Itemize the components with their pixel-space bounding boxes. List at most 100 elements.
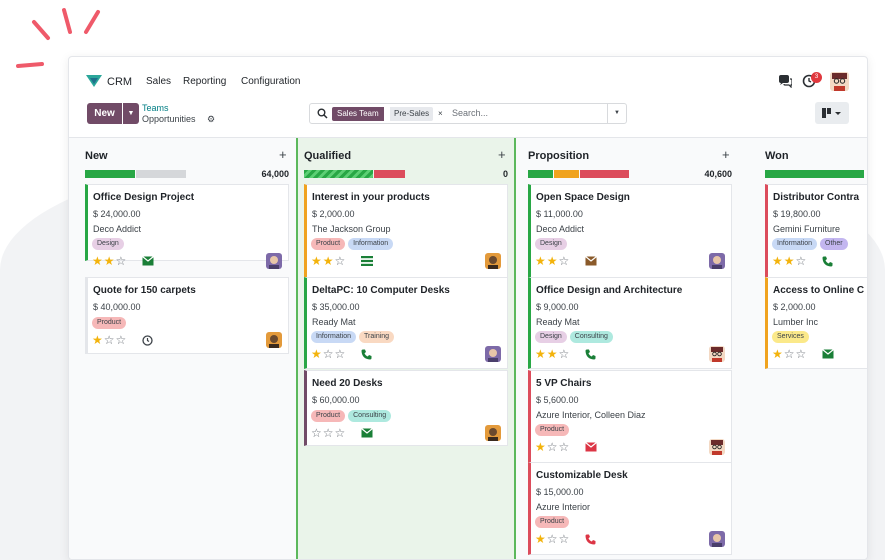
search-bar[interactable]: Sales Team Pre-Sales × Search... ▼ bbox=[309, 103, 627, 124]
star-icon[interactable]: ☆ bbox=[311, 426, 323, 440]
kanban-view-switcher[interactable] bbox=[815, 102, 849, 124]
opportunity-card[interactable]: Customizable Desk $ 15,000.00 Azure Interi… bbox=[528, 462, 732, 555]
phone-icon[interactable] bbox=[585, 349, 596, 364]
opportunity-card[interactable]: Open Space Design $ 11,000.00 Deco Addict D… bbox=[528, 184, 732, 279]
star-icon[interactable]: ★ bbox=[535, 532, 547, 546]
new-button[interactable]: New bbox=[87, 103, 122, 124]
progress-segment[interactable] bbox=[85, 170, 135, 178]
star-icon[interactable]: ☆ bbox=[115, 254, 128, 268]
assignee-avatar[interactable] bbox=[709, 346, 725, 362]
assignee-avatar[interactable] bbox=[266, 253, 282, 269]
new-dropdown-toggle[interactable]: ▼ bbox=[123, 103, 139, 124]
assignee-avatar[interactable] bbox=[485, 425, 501, 441]
progress-segment[interactable] bbox=[374, 170, 405, 178]
phone-icon[interactable] bbox=[822, 256, 833, 271]
progress-segment[interactable] bbox=[579, 170, 629, 178]
star-icon[interactable]: ☆ bbox=[334, 347, 347, 361]
menu-reporting[interactable]: Reporting bbox=[183, 76, 227, 87]
star-icon[interactable]: ☆ bbox=[334, 426, 347, 440]
star-icon[interactable]: ★ bbox=[311, 347, 323, 361]
menu-configuration[interactable]: Configuration bbox=[241, 76, 301, 87]
search-input[interactable]: Search... bbox=[452, 108, 489, 118]
progress-segment[interactable] bbox=[553, 170, 579, 178]
search-icon[interactable] bbox=[317, 108, 328, 119]
star-icon[interactable]: ☆ bbox=[322, 426, 335, 440]
add-card-icon[interactable]: + bbox=[279, 147, 287, 162]
envelope-icon[interactable] bbox=[361, 428, 373, 442]
star-icon[interactable]: ☆ bbox=[546, 440, 559, 454]
progress-segment[interactable] bbox=[304, 170, 373, 178]
priority-stars[interactable]: ★☆☆ bbox=[311, 348, 346, 360]
assignee-avatar[interactable] bbox=[266, 332, 282, 348]
progress-segment[interactable] bbox=[136, 170, 186, 178]
menu-sales[interactable]: Sales bbox=[146, 76, 172, 87]
envelope-icon[interactable] bbox=[585, 442, 597, 456]
star-icon[interactable]: ★ bbox=[535, 440, 547, 454]
phone-icon[interactable] bbox=[585, 534, 596, 549]
opportunity-card[interactable]: 5 VP Chairs $ 5,600.00 Azure Interior, Col… bbox=[528, 370, 732, 464]
opportunity-card[interactable]: Access to Online C $ 2,000.00 Lumber Inc Se… bbox=[765, 277, 867, 369]
column-title[interactable]: Qualified bbox=[304, 150, 352, 162]
phone-icon[interactable] bbox=[361, 349, 372, 364]
opportunity-card[interactable]: Quote for 150 carpets $ 40,000.00 Product ★… bbox=[85, 277, 289, 354]
search-options-toggle[interactable]: ▼ bbox=[607, 104, 626, 123]
crm-logo-icon[interactable] bbox=[85, 74, 103, 88]
priority-stars[interactable]: ★★☆ bbox=[92, 255, 127, 267]
priority-stars[interactable]: ★☆☆ bbox=[535, 441, 570, 453]
star-icon[interactable]: ★ bbox=[783, 254, 796, 268]
envelope-icon[interactable] bbox=[585, 256, 597, 270]
app-name[interactable]: CRM bbox=[107, 76, 133, 88]
star-icon[interactable]: ★ bbox=[103, 254, 116, 268]
envelope-icon[interactable] bbox=[142, 256, 154, 270]
assignee-avatar[interactable] bbox=[709, 253, 725, 269]
envelope-icon[interactable] bbox=[822, 349, 834, 363]
star-icon[interactable]: ★ bbox=[772, 347, 784, 361]
gear-icon[interactable]: ⚙ bbox=[207, 114, 216, 124]
opportunity-card[interactable]: Office Design Project $ 24,000.00 Deco Add… bbox=[85, 184, 289, 269]
column-title[interactable]: Proposition bbox=[528, 150, 590, 162]
add-card-icon[interactable]: + bbox=[722, 147, 730, 162]
star-icon[interactable]: ☆ bbox=[115, 333, 128, 347]
assignee-avatar[interactable] bbox=[485, 253, 501, 269]
column-progress-bar[interactable] bbox=[528, 170, 630, 178]
opportunity-card[interactable]: Interest in your products $ 2,000.00 The J… bbox=[304, 184, 508, 279]
assignee-avatar[interactable] bbox=[709, 531, 725, 547]
priority-stars[interactable]: ★☆☆ bbox=[92, 334, 127, 346]
priority-stars[interactable]: ★★☆ bbox=[311, 255, 346, 267]
priority-stars[interactable]: ★★☆ bbox=[535, 348, 570, 360]
priority-stars[interactable]: ★★☆ bbox=[772, 255, 807, 267]
progress-segment[interactable] bbox=[765, 170, 864, 178]
star-icon[interactable]: ★ bbox=[92, 254, 104, 268]
add-card-icon[interactable]: + bbox=[498, 147, 506, 162]
column-progress-bar[interactable] bbox=[765, 170, 865, 178]
column-progress-bar[interactable] bbox=[85, 170, 187, 178]
priority-stars[interactable]: ★☆☆ bbox=[772, 348, 807, 360]
star-icon[interactable]: ☆ bbox=[546, 532, 559, 546]
column-progress-bar[interactable] bbox=[304, 170, 406, 178]
priority-stars[interactable]: ★★☆ bbox=[535, 255, 570, 267]
breadcrumb-teams[interactable]: Teams bbox=[142, 103, 169, 113]
star-icon[interactable]: ☆ bbox=[795, 347, 808, 361]
star-icon[interactable]: ☆ bbox=[795, 254, 808, 268]
priority-stars[interactable]: ☆☆☆ bbox=[311, 427, 346, 439]
star-icon[interactable]: ☆ bbox=[322, 347, 335, 361]
star-icon[interactable]: ☆ bbox=[558, 347, 571, 361]
user-avatar[interactable] bbox=[830, 72, 849, 91]
assignee-avatar[interactable] bbox=[485, 346, 501, 362]
opportunity-card[interactable]: Need 20 Desks $ 60,000.00 Product Consultin… bbox=[304, 370, 508, 446]
star-icon[interactable]: ☆ bbox=[103, 333, 116, 347]
star-icon[interactable]: ★ bbox=[92, 333, 104, 347]
star-icon[interactable]: ★ bbox=[322, 254, 335, 268]
star-icon[interactable]: ★ bbox=[546, 254, 559, 268]
star-icon[interactable]: ☆ bbox=[558, 254, 571, 268]
list-icon[interactable] bbox=[361, 256, 373, 270]
column-title[interactable]: New bbox=[85, 150, 108, 162]
column-title[interactable]: Won bbox=[765, 150, 789, 162]
opportunity-card[interactable]: Distributor Contra $ 19,800.00 Gemini Furn… bbox=[765, 184, 867, 279]
assignee-avatar[interactable] bbox=[709, 439, 725, 455]
opportunity-card[interactable]: Office Design and Architecture $ 9,000.00… bbox=[528, 277, 732, 369]
clock-icon[interactable] bbox=[142, 335, 153, 350]
star-icon[interactable]: ☆ bbox=[558, 440, 571, 454]
star-icon[interactable]: ☆ bbox=[558, 532, 571, 546]
progress-segment[interactable] bbox=[528, 170, 553, 178]
